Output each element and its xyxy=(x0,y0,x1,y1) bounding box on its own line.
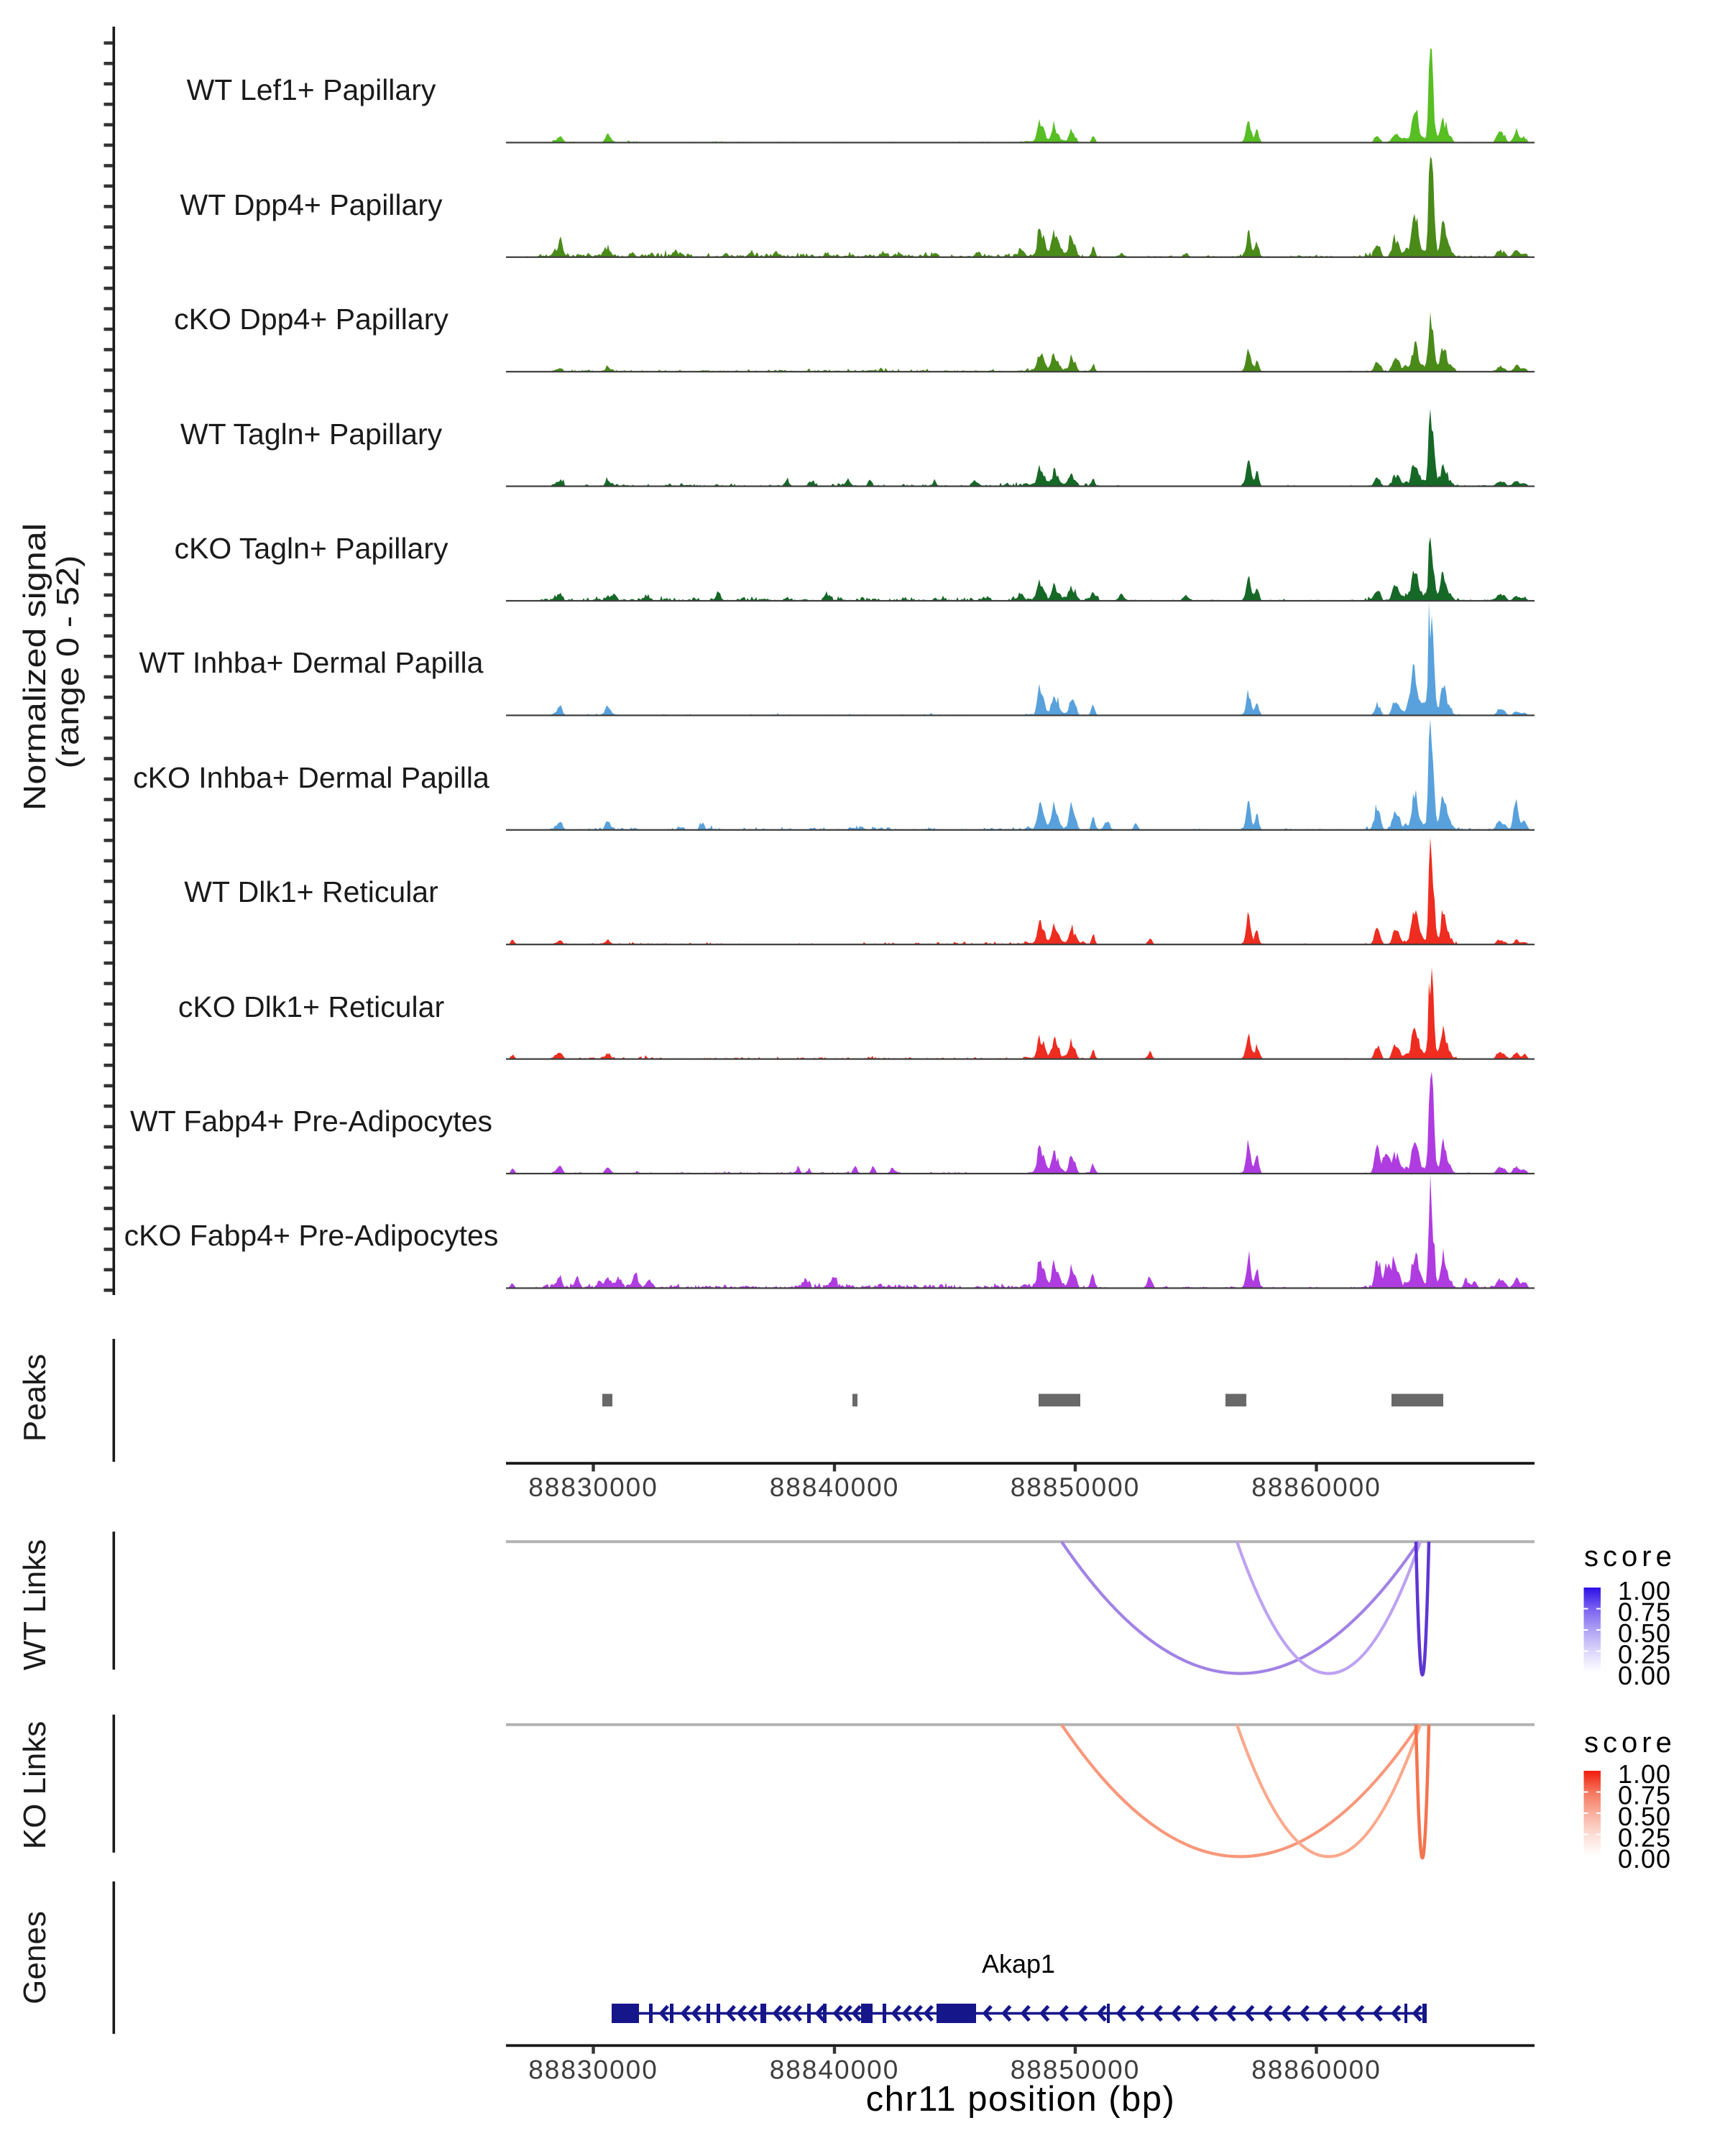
svg-text:88830000: 88830000 xyxy=(528,2055,658,2084)
svg-text:0.00: 0.00 xyxy=(1618,1661,1671,1690)
svg-text:score: score xyxy=(1584,1541,1676,1572)
svg-text:88850000: 88850000 xyxy=(1011,2055,1141,2084)
svg-text:chr11 position (bp): chr11 position (bp) xyxy=(866,2080,1176,2119)
svg-text:88860000: 88860000 xyxy=(1251,2055,1381,2084)
svg-text:cKO Inhba+ Dermal Papilla: cKO Inhba+ Dermal Papilla xyxy=(133,761,489,794)
svg-text:cKO Dpp4+ Papillary: cKO Dpp4+ Papillary xyxy=(174,303,448,336)
svg-text:0.00: 0.00 xyxy=(1618,1844,1671,1874)
svg-text:WT Links: WT Links xyxy=(17,1539,52,1671)
svg-text:88840000: 88840000 xyxy=(770,2055,900,2084)
svg-text:cKO Dlk1+ Reticular: cKO Dlk1+ Reticular xyxy=(178,990,444,1023)
svg-text:WT Inhba+ Dermal Papilla: WT Inhba+ Dermal Papilla xyxy=(139,646,484,679)
svg-text:Akap1: Akap1 xyxy=(982,1949,1055,1978)
svg-text:KO Links: KO Links xyxy=(17,1721,52,1850)
svg-text:0.50: 0.50 xyxy=(1618,1618,1671,1648)
svg-text:Peaks: Peaks xyxy=(17,1354,52,1442)
svg-text:WT Dlk1+ Reticular: WT Dlk1+ Reticular xyxy=(184,875,438,908)
svg-text:88860000: 88860000 xyxy=(1251,1473,1381,1502)
svg-text:WT Fabp4+ Pre-Adipocytes: WT Fabp4+ Pre-Adipocytes xyxy=(130,1105,492,1138)
svg-text:WT Dpp4+ Papillary: WT Dpp4+ Papillary xyxy=(180,188,443,221)
svg-text:0.75: 0.75 xyxy=(1618,1598,1671,1627)
svg-text:WT Lef1+ Papillary: WT Lef1+ Papillary xyxy=(187,73,436,106)
svg-text:score: score xyxy=(1584,1727,1676,1759)
svg-text:Normalized signal: Normalized signal xyxy=(17,523,52,811)
svg-text:0.25: 0.25 xyxy=(1618,1823,1671,1853)
svg-text:88840000: 88840000 xyxy=(770,1473,900,1502)
svg-text:88830000: 88830000 xyxy=(528,1473,658,1502)
svg-text:Genes: Genes xyxy=(17,1911,52,2004)
svg-text:88850000: 88850000 xyxy=(1011,1473,1141,1502)
svg-text:1.00: 1.00 xyxy=(1618,1759,1671,1789)
svg-text:(range 0 - 52): (range 0 - 52) xyxy=(50,556,86,769)
svg-text:0.50: 0.50 xyxy=(1618,1802,1671,1831)
svg-text:cKO Tagln+ Papillary: cKO Tagln+ Papillary xyxy=(175,532,448,565)
svg-text:0.75: 0.75 xyxy=(1618,1781,1671,1810)
svg-text:cKO Fabp4+ Pre-Adipocytes: cKO Fabp4+ Pre-Adipocytes xyxy=(124,1219,499,1252)
svg-text:1.00: 1.00 xyxy=(1618,1576,1671,1606)
svg-text:0.25: 0.25 xyxy=(1618,1640,1671,1669)
svg-text:WT Tagln+ Papillary: WT Tagln+ Papillary xyxy=(180,418,443,451)
